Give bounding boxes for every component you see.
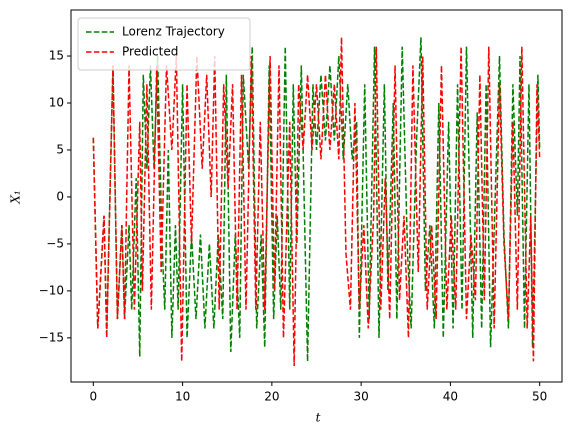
x-tick-label: 10 bbox=[175, 390, 190, 404]
legend-box bbox=[77, 17, 251, 71]
legend: Lorenz Trajectory Predicted bbox=[77, 17, 251, 71]
y-tick-label: −15 bbox=[39, 330, 64, 344]
legend-label: Predicted bbox=[122, 45, 178, 59]
y-tick-label: 5 bbox=[56, 142, 64, 156]
x-tick-label: 30 bbox=[353, 390, 368, 404]
x-tick-label: 50 bbox=[532, 390, 547, 404]
series-line bbox=[92, 37, 541, 362]
legend-label: Lorenz Trajectory bbox=[122, 25, 225, 39]
y-axis-label: X₁ bbox=[9, 190, 23, 204]
x-tick-label: 40 bbox=[443, 390, 458, 404]
series-line bbox=[92, 37, 541, 367]
y-tick-label: −10 bbox=[39, 283, 64, 297]
y-tick-label: 15 bbox=[49, 49, 64, 63]
x-tick-label: 0 bbox=[89, 390, 97, 404]
y-tick-label: 0 bbox=[56, 189, 64, 203]
y-tick-label: 10 bbox=[49, 96, 64, 110]
x-tick-label: 20 bbox=[264, 390, 279, 404]
x-axis-label: t bbox=[316, 411, 321, 425]
y-tick-label: −5 bbox=[46, 236, 64, 250]
plot-frame bbox=[70, 9, 563, 383]
